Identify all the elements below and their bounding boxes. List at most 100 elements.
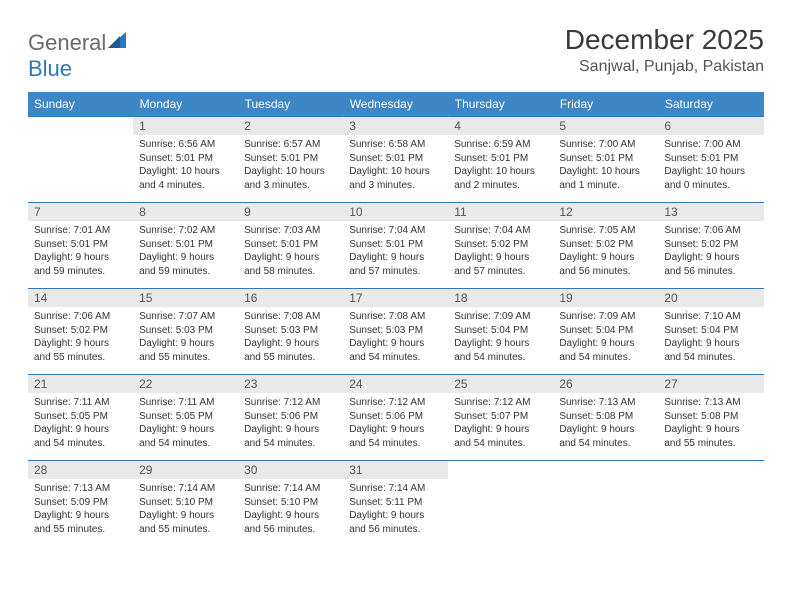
day-details: Sunrise: 7:12 AMSunset: 5:06 PMDaylight:… [238,393,343,454]
calendar-row: 28Sunrise: 7:13 AMSunset: 5:09 PMDayligh… [28,461,764,547]
logo: GeneralBlue [28,30,130,82]
calendar-row: 21Sunrise: 7:11 AMSunset: 5:05 PMDayligh… [28,375,764,461]
calendar-cell: 19Sunrise: 7:09 AMSunset: 5:04 PMDayligh… [553,289,658,375]
calendar-cell: 31Sunrise: 7:14 AMSunset: 5:11 PMDayligh… [343,461,448,547]
sunrise-text: Sunrise: 6:58 AM [349,138,442,152]
daylight-text: Daylight: 9 hours and 54 minutes. [559,423,652,450]
daylight-text: Daylight: 10 hours and 1 minute. [559,165,652,192]
sunrise-text: Sunrise: 7:06 AM [664,224,757,238]
day-details: Sunrise: 7:04 AMSunset: 5:02 PMDaylight:… [448,221,553,282]
day-details: Sunrise: 6:57 AMSunset: 5:01 PMDaylight:… [238,135,343,196]
calendar-cell: 22Sunrise: 7:11 AMSunset: 5:05 PMDayligh… [133,375,238,461]
daylight-text: Daylight: 9 hours and 54 minutes. [244,423,337,450]
calendar-cell [28,117,133,203]
day-details: Sunrise: 7:13 AMSunset: 5:09 PMDaylight:… [28,479,133,540]
logo-sail-icon [108,30,130,56]
calendar-cell: 16Sunrise: 7:08 AMSunset: 5:03 PMDayligh… [238,289,343,375]
sunrise-text: Sunrise: 7:12 AM [244,396,337,410]
day-details: Sunrise: 6:58 AMSunset: 5:01 PMDaylight:… [343,135,448,196]
sunrise-text: Sunrise: 7:01 AM [34,224,127,238]
sunset-text: Sunset: 5:05 PM [34,410,127,424]
day-number: 11 [448,203,553,221]
calendar-cell: 23Sunrise: 7:12 AMSunset: 5:06 PMDayligh… [238,375,343,461]
day-number: 30 [238,461,343,479]
calendar-cell: 6Sunrise: 7:00 AMSunset: 5:01 PMDaylight… [658,117,763,203]
sunset-text: Sunset: 5:04 PM [559,324,652,338]
day-number: 16 [238,289,343,307]
sunrise-text: Sunrise: 7:02 AM [139,224,232,238]
daylight-text: Daylight: 9 hours and 54 minutes. [349,423,442,450]
day-details: Sunrise: 7:11 AMSunset: 5:05 PMDaylight:… [28,393,133,454]
day-details: Sunrise: 7:08 AMSunset: 5:03 PMDaylight:… [343,307,448,368]
daylight-text: Daylight: 10 hours and 3 minutes. [244,165,337,192]
sunrise-text: Sunrise: 6:59 AM [454,138,547,152]
day-details: Sunrise: 7:12 AMSunset: 5:07 PMDaylight:… [448,393,553,454]
calendar-cell: 26Sunrise: 7:13 AMSunset: 5:08 PMDayligh… [553,375,658,461]
day-number: 25 [448,375,553,393]
sunset-text: Sunset: 5:01 PM [244,238,337,252]
calendar-cell: 17Sunrise: 7:08 AMSunset: 5:03 PMDayligh… [343,289,448,375]
sunset-text: Sunset: 5:01 PM [349,152,442,166]
calendar-cell: 30Sunrise: 7:14 AMSunset: 5:10 PMDayligh… [238,461,343,547]
day-number: 20 [658,289,763,307]
calendar-cell: 3Sunrise: 6:58 AMSunset: 5:01 PMDaylight… [343,117,448,203]
daylight-text: Daylight: 10 hours and 2 minutes. [454,165,547,192]
day-number: 26 [553,375,658,393]
sunrise-text: Sunrise: 7:00 AM [559,138,652,152]
daylight-text: Daylight: 9 hours and 55 minutes. [34,337,127,364]
sunrise-text: Sunrise: 7:08 AM [244,310,337,324]
daylight-text: Daylight: 9 hours and 59 minutes. [34,251,127,278]
sunset-text: Sunset: 5:01 PM [454,152,547,166]
logo-text-blue: Blue [28,56,72,81]
sunset-text: Sunset: 5:01 PM [559,152,652,166]
day-details: Sunrise: 7:12 AMSunset: 5:06 PMDaylight:… [343,393,448,454]
sunset-text: Sunset: 5:01 PM [139,238,232,252]
sunrise-text: Sunrise: 7:14 AM [244,482,337,496]
calendar-cell: 12Sunrise: 7:05 AMSunset: 5:02 PMDayligh… [553,203,658,289]
sunrise-text: Sunrise: 7:07 AM [139,310,232,324]
daylight-text: Daylight: 9 hours and 55 minutes. [664,423,757,450]
sunset-text: Sunset: 5:03 PM [349,324,442,338]
sunrise-text: Sunrise: 7:05 AM [559,224,652,238]
calendar-table: Sunday Monday Tuesday Wednesday Thursday… [28,92,764,547]
day-details: Sunrise: 7:04 AMSunset: 5:01 PMDaylight:… [343,221,448,282]
calendar-cell: 4 Sunrise: 6:59 AMSunset: 5:01 PMDaylight… [448,117,553,203]
sunset-text: Sunset: 5:04 PM [454,324,547,338]
calendar-cell: 18Sunrise: 7:09 AMSunset: 5:04 PMDayligh… [448,289,553,375]
sunrise-text: Sunrise: 7:00 AM [664,138,757,152]
calendar-cell: 24Sunrise: 7:12 AMSunset: 5:06 PMDayligh… [343,375,448,461]
sunset-text: Sunset: 5:01 PM [349,238,442,252]
calendar-cell: 13Sunrise: 7:06 AMSunset: 5:02 PMDayligh… [658,203,763,289]
day-details: Sunrise: 7:11 AMSunset: 5:05 PMDaylight:… [133,393,238,454]
sunset-text: Sunset: 5:10 PM [244,496,337,510]
sunrise-text: Sunrise: 7:11 AM [139,396,232,410]
sunrise-text: Sunrise: 7:11 AM [34,396,127,410]
calendar-cell: 25Sunrise: 7:12 AMSunset: 5:07 PMDayligh… [448,375,553,461]
sunset-text: Sunset: 5:01 PM [139,152,232,166]
sunset-text: Sunset: 5:02 PM [559,238,652,252]
sunset-text: Sunset: 5:10 PM [139,496,232,510]
sunset-text: Sunset: 5:02 PM [454,238,547,252]
sunrise-text: Sunrise: 6:56 AM [139,138,232,152]
day-number: 8 [133,203,238,221]
day-number: 21 [28,375,133,393]
day-details: Sunrise: 7:05 AMSunset: 5:02 PMDaylight:… [553,221,658,282]
day-number: 31 [343,461,448,479]
logo-text: GeneralBlue [28,30,130,82]
day-number: 19 [553,289,658,307]
calendar-row: 7Sunrise: 7:01 AMSunset: 5:01 PMDaylight… [28,203,764,289]
day-number: 12 [553,203,658,221]
location-text: Sanjwal, Punjab, Pakistan [565,58,764,76]
daylight-text: Daylight: 9 hours and 54 minutes. [664,337,757,364]
daylight-text: Daylight: 9 hours and 54 minutes. [34,423,127,450]
daylight-text: Daylight: 9 hours and 55 minutes. [244,337,337,364]
day-number: 15 [133,289,238,307]
day-details: Sunrise: 7:03 AMSunset: 5:01 PMDaylight:… [238,221,343,282]
day-details: Sunrise: 7:07 AMSunset: 5:03 PMDaylight:… [133,307,238,368]
sunrise-text: Sunrise: 7:13 AM [34,482,127,496]
sunrise-text: Sunrise: 7:12 AM [349,396,442,410]
day-number: 13 [658,203,763,221]
day-number: 4 [448,117,553,135]
calendar-row: 1Sunrise: 6:56 AMSunset: 5:01 PMDaylight… [28,117,764,203]
day-number: 18 [448,289,553,307]
